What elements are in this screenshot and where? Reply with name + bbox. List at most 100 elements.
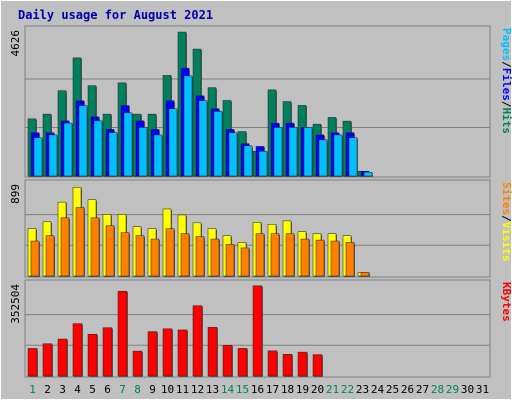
bar-kbytes — [207, 327, 218, 377]
bar-sites — [30, 240, 40, 277]
bar-pages — [273, 127, 283, 177]
bar-pages — [348, 137, 358, 177]
day-label: 8 — [134, 383, 141, 396]
bar-pages — [243, 145, 253, 177]
bar-kbytes — [27, 348, 38, 377]
bar-sites — [180, 233, 190, 277]
day-label: 14 — [221, 383, 235, 396]
day-label: 7 — [119, 383, 126, 396]
day-label: 6 — [104, 383, 111, 396]
bar-kbytes — [147, 331, 158, 377]
day-label: 13 — [206, 383, 219, 396]
legend-part: KBytes — [500, 282, 512, 322]
day-label: 18 — [281, 383, 294, 396]
day-label: 11 — [176, 383, 189, 396]
bar-sites — [285, 233, 295, 277]
panel-kbytes: 352504 KBytes — [9, 279, 512, 378]
day-label: 9 — [149, 383, 156, 396]
bar-pages — [198, 100, 208, 177]
day-label: 26 — [401, 383, 414, 396]
bar-kbytes — [297, 351, 308, 377]
day-label: 19 — [296, 383, 309, 396]
bar-sites — [255, 233, 265, 277]
day-label: 20 — [311, 383, 324, 396]
day-label: 22 — [341, 383, 354, 396]
day-label: 30 — [461, 383, 474, 396]
series-legend: Sites/Visits — [500, 182, 512, 262]
bar-kbytes — [267, 350, 278, 377]
legend-part: Visits — [500, 222, 512, 262]
bar-pages — [63, 122, 73, 177]
bar-sites — [60, 217, 70, 277]
legend-part: Hits — [500, 108, 512, 135]
bar-kbytes — [132, 350, 143, 377]
bar-sites — [150, 238, 160, 277]
bar-kbytes — [117, 290, 128, 377]
bar-kbytes — [57, 338, 68, 377]
ymax-label: 352504 — [9, 284, 22, 324]
bar-sites — [315, 239, 325, 277]
day-label: 29 — [446, 383, 459, 396]
bar-kbytes — [282, 354, 293, 377]
day-label: 10 — [161, 383, 174, 396]
day-label: 23 — [356, 383, 369, 396]
bar-pages — [258, 151, 268, 177]
ymax-label: 899 — [9, 184, 22, 204]
series-legend: Pages/Files/Hits — [500, 28, 512, 134]
day-label: 25 — [386, 383, 399, 396]
bar-kbytes — [87, 333, 98, 377]
bar-pages — [138, 127, 148, 177]
day-label: 27 — [416, 383, 429, 396]
bar-kbytes — [222, 345, 233, 377]
bar-sites — [300, 238, 310, 277]
bar-sites — [240, 247, 250, 277]
chart-title: Daily usage for August 2021 — [18, 8, 213, 22]
bar-sites — [195, 236, 205, 277]
bar-pages — [123, 112, 133, 177]
bar-sites — [345, 242, 355, 277]
bar-sites — [75, 207, 85, 277]
bar-kbytes — [252, 285, 263, 377]
legend-part: Pages — [500, 28, 512, 61]
bar-sites — [210, 238, 220, 277]
day-label: 12 — [191, 383, 204, 396]
day-labels: 1 2 3 4 5 6 7 8 9 10 11 12 13 14 15 16 17 18 19 20 21 22 23 24 2… — [29, 383, 489, 396]
bar-kbytes — [237, 348, 248, 377]
bar-sites — [135, 235, 145, 277]
day-label: 28 — [431, 383, 444, 396]
bar-kbytes — [42, 343, 53, 377]
day-label: 15 — [236, 383, 249, 396]
panel-visits_sites: 899 Sites/Visits — [9, 179, 512, 278]
day-label: 17 — [266, 383, 279, 396]
bar-pages — [168, 108, 178, 177]
day-label: 2 — [44, 383, 51, 396]
legend-part: / — [500, 215, 512, 222]
day-label: 31 — [476, 383, 489, 396]
legend-part: / — [500, 101, 512, 108]
panel-hits_files_pages: 4626 Pages/Files/Hits — [9, 25, 512, 178]
bar-sites — [90, 217, 100, 277]
bar-sites — [120, 232, 130, 277]
bar-pages — [228, 132, 238, 177]
legend-part: Sites — [500, 182, 512, 215]
bar-pages — [288, 127, 298, 177]
bar-kbytes — [312, 354, 323, 377]
bar-sites — [330, 240, 340, 277]
day-label: 24 — [371, 383, 385, 396]
day-label: 3 — [59, 383, 66, 396]
bar-sites — [360, 272, 370, 277]
bar-pages — [48, 134, 58, 177]
bar-kbytes — [72, 323, 83, 377]
bar-pages — [333, 134, 343, 177]
day-label: 1 — [29, 383, 36, 396]
bar-pages — [93, 120, 103, 177]
bar-sites — [45, 235, 55, 277]
legend-part: Files — [500, 68, 512, 101]
bar-pages — [318, 139, 328, 177]
series-legend: KBytes — [500, 282, 512, 322]
bar-pages — [303, 127, 313, 177]
bar-pages — [213, 111, 223, 177]
bar-pages — [153, 134, 163, 177]
